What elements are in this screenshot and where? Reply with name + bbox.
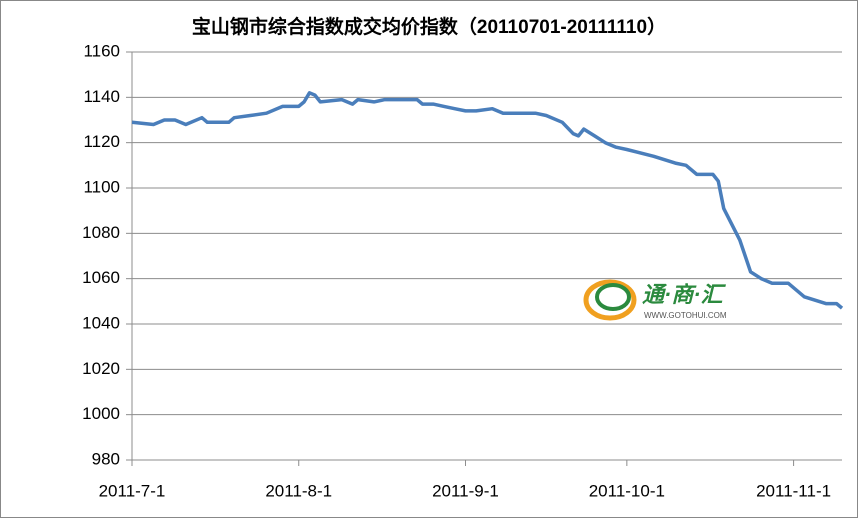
watermark-logo [583,279,637,321]
y-tick-label: 1120 [83,132,120,151]
x-tick-label: 2011-7-1 [99,481,166,500]
y-tick-label: 980 [92,449,120,468]
watermark-text: 通·商·汇 [642,282,727,307]
x-tick-label: 2011-11-1 [756,481,831,500]
x-tick-label: 2011-8-1 [265,481,332,500]
x-tick-label: 2011-10-1 [589,481,665,500]
y-tick-label: 1020 [82,359,120,378]
y-tick-label: 1140 [83,87,120,106]
y-tick-label: 1000 [82,404,120,423]
y-tick-label: 1160 [83,41,120,60]
y-tick-label: 1080 [82,223,120,242]
watermark: 通·商·汇 WWW.GOTOHUI.COM [583,279,727,321]
x-tick-label: 2011-9-1 [432,481,499,500]
watermark-url: WWW.GOTOHUI.COM [644,311,727,320]
data-line [131,91,844,310]
chart-title: 宝山钢市综合指数成交均价指数（20110701-20111110） [192,15,666,38]
y-tick-label: 1040 [82,313,120,332]
y-tick-label: 1100 [83,177,120,196]
watermark-logo [595,283,631,311]
y-tick-label: 1060 [82,268,120,287]
